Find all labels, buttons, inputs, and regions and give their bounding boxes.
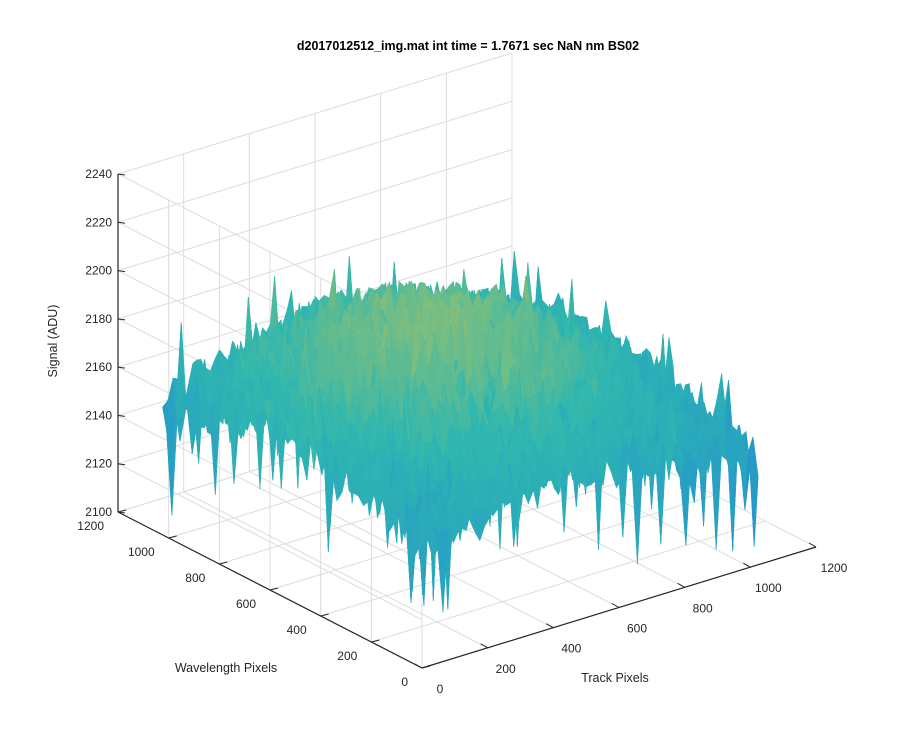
y-tick-label: 1200	[77, 519, 104, 533]
surface-mesh	[162, 250, 759, 613]
x-tick-label: 400	[561, 642, 581, 656]
z-tick-label: 2200	[85, 264, 112, 278]
z-tick-label: 2180	[85, 312, 112, 326]
x-axis-ticks: 0 200 400 600 800 1000 1200	[414, 542, 848, 696]
x-tick-label: 1000	[755, 581, 782, 595]
z-axis-ticks: 2100 2120 2140 2160 2180 2200 2220 2240	[85, 167, 126, 519]
x-tick-label: 0	[437, 682, 444, 696]
y-tick-label: 200	[337, 649, 357, 663]
z-tick-label: 2120	[85, 457, 112, 471]
chart-title: d2017012512_img.mat int time = 1.7671 se…	[297, 39, 639, 53]
x-tick-label: 1200	[821, 561, 848, 575]
z-tick-label: 2100	[85, 505, 112, 519]
y-tick-label: 600	[236, 597, 256, 611]
z-tick-label: 2240	[85, 167, 112, 181]
y-tick-label: 800	[185, 571, 205, 585]
x-tick-label: 200	[496, 662, 516, 676]
y-axis-label: Wavelength Pixels	[175, 661, 277, 675]
y-axis-ticks: 0 200 400 600 800 1000 1200	[77, 509, 431, 689]
z-tick-label: 2160	[85, 360, 112, 374]
x-tick-label: 600	[627, 622, 647, 636]
y-tick-label: 0	[401, 675, 408, 689]
x-axis-label: Track Pixels	[581, 671, 649, 685]
z-tick-label: 2140	[85, 408, 112, 422]
z-axis-label: Signal (ADU)	[46, 305, 60, 378]
y-tick-label: 1000	[128, 545, 155, 559]
y-tick-label: 400	[287, 623, 307, 637]
z-tick-label: 2220	[85, 215, 112, 229]
x-tick-label: 800	[693, 601, 713, 615]
